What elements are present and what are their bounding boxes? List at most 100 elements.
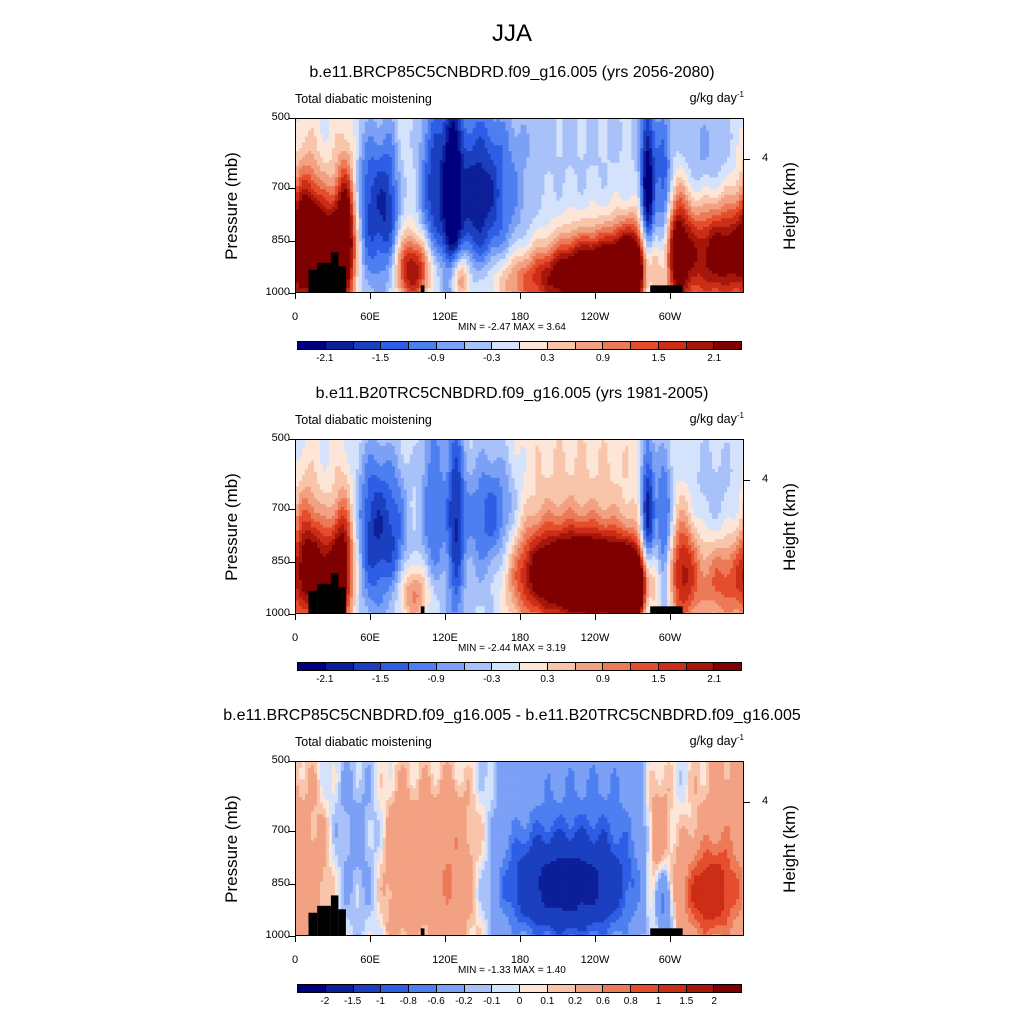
heatmap-cell [436, 145, 441, 149]
heatmap-cell [469, 206, 473, 210]
heatmap-cell [577, 191, 581, 196]
heatmap-cell [613, 130, 617, 134]
heatmap-cell [349, 206, 354, 210]
heatmap-cell [547, 171, 551, 175]
heatmap-cell [553, 156, 557, 161]
heatmap-cell [562, 180, 566, 184]
heatmap-cell [472, 186, 476, 190]
heatmap-cell [424, 209, 429, 213]
heatmap-cell [460, 165, 465, 169]
heatmap-cell [604, 203, 608, 207]
heatmap-cell [562, 136, 566, 140]
heatmap-cell [388, 121, 393, 126]
heatmap-cell [550, 151, 554, 155]
heatmap-cell [361, 206, 366, 210]
heatmap-cell [502, 136, 506, 140]
heatmap-cell [436, 165, 441, 169]
heatmap-cell [691, 206, 695, 210]
heatmap-cell [382, 186, 387, 190]
heatmap-cell [568, 162, 572, 167]
heatmap-cell [502, 209, 506, 213]
heatmap-cell [571, 127, 575, 132]
heatmap-cell [670, 127, 674, 132]
heatmap-cell [376, 130, 381, 134]
heatmap-cell [370, 130, 375, 134]
heatmap-cell [373, 148, 378, 152]
heatmap-cell [730, 145, 734, 149]
heatmap-cell [655, 154, 659, 158]
heatmap-cell [613, 191, 617, 196]
heatmap-cell [475, 171, 479, 175]
heatmap-cell [331, 168, 336, 172]
heatmap-cell [316, 119, 321, 123]
heatmap-cell [673, 191, 677, 196]
heatmap-cell [397, 139, 402, 143]
heatmap-cell [631, 133, 635, 137]
heatmap-cell [559, 133, 563, 137]
heatmap-cell [463, 142, 468, 146]
heatmap-cell [337, 121, 342, 126]
heatmap-cell [619, 165, 623, 169]
heatmap-cell [304, 159, 309, 164]
heatmap-cell [418, 119, 423, 123]
heatmap-cell [625, 186, 629, 190]
heatmap-cell [691, 189, 695, 193]
heatmap-cell [298, 130, 303, 134]
heatmap-cell [388, 165, 393, 169]
heatmap-cell [718, 183, 722, 187]
heatmap-cell [685, 177, 689, 181]
heatmap-cell [442, 189, 447, 193]
heatmap-cell [580, 130, 584, 134]
heatmap-cell [322, 177, 327, 181]
heatmap-cell [298, 174, 303, 178]
heatmap-cell [493, 133, 497, 137]
heatmap-cell [733, 154, 737, 158]
heatmap-cell [382, 136, 387, 140]
heatmap-cell [523, 183, 527, 187]
heatmap-cell [556, 171, 560, 175]
heatmap-cell [454, 130, 459, 134]
heatmap-cell [448, 189, 453, 193]
heatmap-cell [574, 200, 578, 204]
heatmap-cell [424, 142, 429, 146]
heatmap-cell [373, 145, 378, 149]
heatmap-cell [328, 127, 333, 132]
heatmap-cell [742, 171, 743, 175]
heatmap-cell [718, 133, 722, 137]
heatmap-cell [535, 174, 539, 178]
heatmap-cell [538, 189, 542, 193]
heatmap-cell [442, 174, 447, 178]
heatmap-cell [382, 121, 387, 126]
heatmap-cell [316, 130, 321, 134]
heatmap-cell [556, 203, 560, 207]
heatmap-cell [391, 154, 396, 158]
heatmap-cell [481, 180, 485, 184]
heatmap-cell [412, 197, 417, 202]
heatmap-cell [544, 180, 548, 184]
heatmap-cell [304, 215, 309, 219]
heatmap-cell [703, 206, 707, 210]
heatmap-cell [592, 171, 596, 175]
heatmap-cell [469, 183, 473, 187]
heatmap-cell [439, 209, 444, 213]
heatmap-cell [688, 206, 692, 210]
heatmap-cell [325, 151, 330, 155]
heatmap-cell [532, 148, 536, 152]
heatmap-cell [421, 203, 426, 207]
heatmap-cell [301, 121, 306, 126]
heatmap-cell [568, 203, 572, 207]
heatmap-cell [436, 200, 441, 204]
heatmap-cell [718, 159, 722, 164]
heatmap-cell [427, 162, 432, 167]
heatmap-cell [517, 174, 521, 178]
heatmap-cell [715, 142, 719, 146]
heatmap-cell [367, 145, 372, 149]
heatmap-cell [508, 168, 512, 172]
heatmap-cell [457, 139, 462, 143]
heatmap-cell [418, 124, 423, 129]
heatmap-cell [415, 168, 420, 172]
heatmap-cell [301, 139, 306, 143]
heatmap-cell [340, 121, 345, 126]
heatmap-cell [397, 127, 402, 132]
heatmap-cell [553, 197, 557, 202]
